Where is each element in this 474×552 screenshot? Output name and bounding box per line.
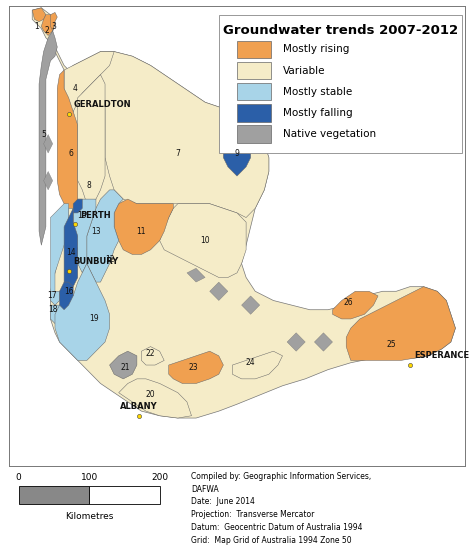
- Text: ESPERANCE: ESPERANCE: [414, 352, 470, 360]
- Polygon shape: [78, 75, 105, 204]
- Bar: [18, 486, 89, 504]
- Text: 200: 200: [151, 474, 168, 482]
- Text: Kilometres: Kilometres: [65, 512, 113, 521]
- Polygon shape: [114, 199, 173, 254]
- Text: Mostly stable: Mostly stable: [283, 87, 352, 97]
- Text: 8: 8: [87, 181, 91, 190]
- Polygon shape: [333, 291, 378, 319]
- Text: 9: 9: [235, 148, 239, 157]
- Text: 16: 16: [64, 287, 73, 296]
- Bar: [219, 15, 462, 153]
- Polygon shape: [232, 351, 283, 379]
- Polygon shape: [87, 190, 123, 282]
- Text: 24: 24: [246, 358, 255, 367]
- Polygon shape: [73, 199, 82, 213]
- Polygon shape: [50, 291, 60, 305]
- Text: Groundwater trends 2007-2012: Groundwater trends 2007-2012: [223, 24, 458, 37]
- Text: 15: 15: [77, 211, 87, 220]
- Bar: [237, 83, 271, 100]
- Polygon shape: [109, 351, 137, 379]
- Text: 11: 11: [137, 227, 146, 236]
- Text: 7: 7: [175, 148, 180, 157]
- Text: 17: 17: [47, 291, 56, 300]
- Polygon shape: [50, 13, 57, 31]
- Polygon shape: [314, 333, 333, 351]
- Polygon shape: [100, 51, 269, 217]
- Text: 21: 21: [121, 363, 130, 372]
- Text: Mostly rising: Mostly rising: [283, 44, 349, 54]
- Text: 26: 26: [344, 298, 353, 307]
- Polygon shape: [55, 264, 109, 360]
- Text: Variable: Variable: [283, 66, 325, 76]
- Polygon shape: [73, 199, 96, 273]
- Bar: [237, 104, 271, 121]
- Bar: [237, 40, 271, 58]
- Text: 4: 4: [73, 84, 78, 93]
- Text: 1: 1: [35, 22, 39, 31]
- Text: 3: 3: [52, 22, 56, 31]
- Text: Datum:  Geocentric Datum of Australia 1994: Datum: Geocentric Datum of Australia 199…: [191, 523, 363, 532]
- Text: 2: 2: [45, 26, 49, 35]
- Polygon shape: [160, 204, 246, 278]
- Text: 19: 19: [89, 315, 99, 323]
- Polygon shape: [64, 51, 114, 112]
- Text: 25: 25: [387, 340, 397, 349]
- Text: 12: 12: [105, 254, 114, 263]
- Polygon shape: [223, 125, 251, 176]
- Polygon shape: [57, 70, 78, 208]
- Text: Mostly falling: Mostly falling: [283, 108, 352, 118]
- Text: 100: 100: [81, 474, 98, 482]
- Polygon shape: [287, 333, 305, 351]
- Polygon shape: [118, 379, 191, 418]
- Polygon shape: [210, 282, 228, 300]
- Text: PERTH: PERTH: [80, 211, 110, 220]
- Text: GERALDTON: GERALDTON: [73, 100, 131, 109]
- Text: Grid:  Map Grid of Australia 1994 Zone 50: Grid: Map Grid of Australia 1994 Zone 50: [191, 536, 352, 545]
- Text: DAFWA: DAFWA: [191, 485, 219, 493]
- Polygon shape: [32, 8, 456, 418]
- Text: Projection:  Transverse Mercator: Projection: Transverse Mercator: [191, 510, 315, 519]
- Text: Compiled by: Geographic Information Services,: Compiled by: Geographic Information Serv…: [191, 471, 372, 481]
- Polygon shape: [64, 208, 78, 291]
- Text: 6: 6: [68, 148, 73, 157]
- Polygon shape: [346, 286, 456, 360]
- Polygon shape: [39, 31, 57, 245]
- Polygon shape: [242, 296, 260, 314]
- Text: ALBANY: ALBANY: [120, 402, 158, 411]
- Polygon shape: [44, 172, 53, 190]
- Text: 5: 5: [41, 130, 46, 139]
- Bar: [237, 62, 271, 79]
- Polygon shape: [32, 8, 46, 22]
- Text: 18: 18: [48, 305, 57, 314]
- Polygon shape: [141, 347, 164, 365]
- Polygon shape: [187, 268, 205, 282]
- Text: 20: 20: [146, 390, 155, 400]
- Bar: [89, 486, 160, 504]
- Polygon shape: [50, 305, 60, 323]
- Polygon shape: [44, 135, 53, 153]
- Text: 0: 0: [16, 474, 21, 482]
- Bar: [237, 125, 271, 143]
- Polygon shape: [169, 351, 223, 384]
- Text: 13: 13: [91, 227, 101, 236]
- Text: 10: 10: [201, 236, 210, 245]
- Text: 22: 22: [146, 349, 155, 358]
- Text: Date:  June 2014: Date: June 2014: [191, 497, 255, 506]
- Polygon shape: [41, 15, 55, 35]
- Polygon shape: [50, 204, 69, 291]
- Text: 14: 14: [66, 248, 76, 257]
- Text: Native vegetation: Native vegetation: [283, 129, 375, 139]
- Text: BUNBURY: BUNBURY: [73, 257, 118, 266]
- Text: 23: 23: [189, 363, 199, 372]
- Polygon shape: [60, 282, 73, 310]
